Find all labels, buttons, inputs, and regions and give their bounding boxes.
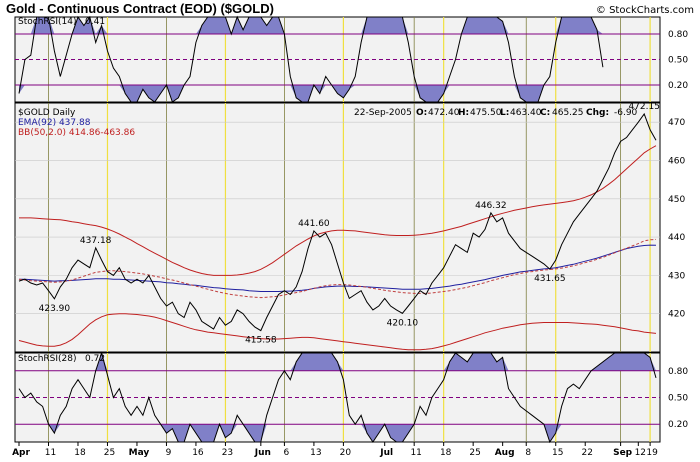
y-tick-label: 460 bbox=[668, 156, 685, 166]
info-chg: -6.90 bbox=[614, 108, 638, 118]
info-close: 465.25 bbox=[552, 108, 584, 118]
top-legend-value: 0.41 bbox=[85, 17, 105, 27]
x-tick-label: 11 bbox=[45, 448, 56, 458]
info-open-label: O: bbox=[416, 108, 427, 118]
price-legend-bb: BB(50,2.0) 414.86-463.86 bbox=[18, 128, 135, 138]
price-info-readout: 22-Sep-2005 O: 472.40 H: 475.50 L: 463.4… bbox=[354, 108, 638, 118]
info-chg-label: Chg: bbox=[586, 108, 609, 118]
info-close-label: C: bbox=[540, 108, 550, 118]
y-tick-label: 0.20 bbox=[668, 420, 688, 430]
x-tick-label: Aug bbox=[495, 448, 515, 458]
chart-title: Gold - Continuous Contract (EOD) ($GOLD) bbox=[6, 1, 274, 16]
price-legend-ema: EMA(92) 437.88 bbox=[18, 118, 91, 128]
top-legend-label: StochRSI(14) bbox=[18, 17, 77, 27]
price-annotation: 423.90 bbox=[39, 304, 71, 314]
y-tick-label: 440 bbox=[668, 233, 685, 243]
x-tick-label: Apr bbox=[12, 448, 30, 458]
x-tick-label: 13 bbox=[310, 448, 321, 458]
bottom-legend-value: 0.72 bbox=[85, 354, 105, 364]
x-axis: Apr 11 18 25 May 9 16 23 Jun 6 13 20 Jul 11 18 25 Aug 8 15… bbox=[12, 442, 658, 458]
info-high: 475.50 bbox=[470, 108, 502, 118]
price-panel: 470 460 450 440 430 420 423.90 437.18 415.58 441.… bbox=[14, 102, 685, 353]
y-tick-label: 0.80 bbox=[668, 367, 688, 377]
info-date: 22-Sep-2005 bbox=[354, 108, 412, 118]
y-tick-label: 430 bbox=[668, 271, 685, 281]
x-tick-label: 18 bbox=[440, 448, 452, 458]
stochrsi-line bbox=[18, 15, 604, 103]
x-tick-label: 12 bbox=[635, 448, 646, 458]
x-tick-label: 20 bbox=[340, 448, 352, 458]
oversold-fill bbox=[19, 424, 656, 442]
bottom-legend-label: StochRSI(28) bbox=[18, 354, 77, 364]
x-tick-label: 11 bbox=[410, 448, 421, 458]
x-tick-label: 8 bbox=[525, 448, 531, 458]
info-open: 472.40 bbox=[428, 108, 460, 118]
x-tick-label: 25 bbox=[104, 448, 115, 458]
price-annotation: 441.60 bbox=[298, 219, 330, 229]
y-tick-label: 470 bbox=[668, 118, 685, 128]
series-line-ma-50- bbox=[18, 238, 657, 299]
panel-background bbox=[14, 102, 661, 353]
info-low: 463.40 bbox=[510, 108, 542, 118]
x-tick-label: 23 bbox=[222, 448, 233, 458]
series-line-bb-lower bbox=[18, 313, 657, 351]
y-tick-label: 450 bbox=[668, 195, 685, 205]
price-annotation: 431.65 bbox=[534, 274, 566, 284]
price-annotation: 437.18 bbox=[80, 236, 112, 246]
stochrsi-14-panel: 0.80 0.50 0.20 bbox=[14, 15, 688, 103]
y-tick-label: 0.20 bbox=[668, 81, 688, 91]
x-tick-label: Sep bbox=[613, 448, 633, 458]
y-tick-label: 0.50 bbox=[668, 56, 688, 66]
x-tick-label: 6 bbox=[284, 448, 290, 458]
series-line-bb-upper bbox=[19, 145, 657, 276]
y-tick-label: 0.80 bbox=[668, 30, 688, 40]
watermark: © StockCharts.com bbox=[596, 5, 694, 16]
oversold-fill bbox=[19, 85, 603, 102]
y-tick-label: 0.50 bbox=[668, 394, 688, 404]
x-tick-label: 25 bbox=[469, 448, 480, 458]
stochrsi-line bbox=[18, 351, 657, 444]
x-tick-label: 16 bbox=[192, 448, 204, 458]
x-tick-label: 18 bbox=[74, 448, 86, 458]
price-annotation: 415.58 bbox=[245, 336, 277, 346]
series-line-price bbox=[18, 112, 657, 332]
x-tick-label: 19 bbox=[646, 448, 658, 458]
x-tick-label: Jun bbox=[254, 448, 271, 458]
stochrsi-28-panel: 0.80 0.50 0.20 bbox=[14, 351, 688, 444]
x-tick-label: 9 bbox=[166, 448, 172, 458]
x-tick-label: May bbox=[129, 448, 150, 458]
info-low-label: L: bbox=[500, 108, 509, 118]
price-legend-title: $GOLD Daily bbox=[18, 108, 76, 118]
y-tick-label: 420 bbox=[668, 310, 685, 320]
price-annotation: 420.10 bbox=[387, 318, 419, 328]
x-tick-label: 15 bbox=[552, 448, 563, 458]
x-tick-label: Jul bbox=[379, 448, 393, 458]
price-annotation: 446.32 bbox=[475, 201, 507, 211]
price-annotation: 472.15 bbox=[628, 102, 660, 112]
x-tick-label: 22 bbox=[581, 448, 592, 458]
info-high-label: H: bbox=[458, 108, 469, 118]
